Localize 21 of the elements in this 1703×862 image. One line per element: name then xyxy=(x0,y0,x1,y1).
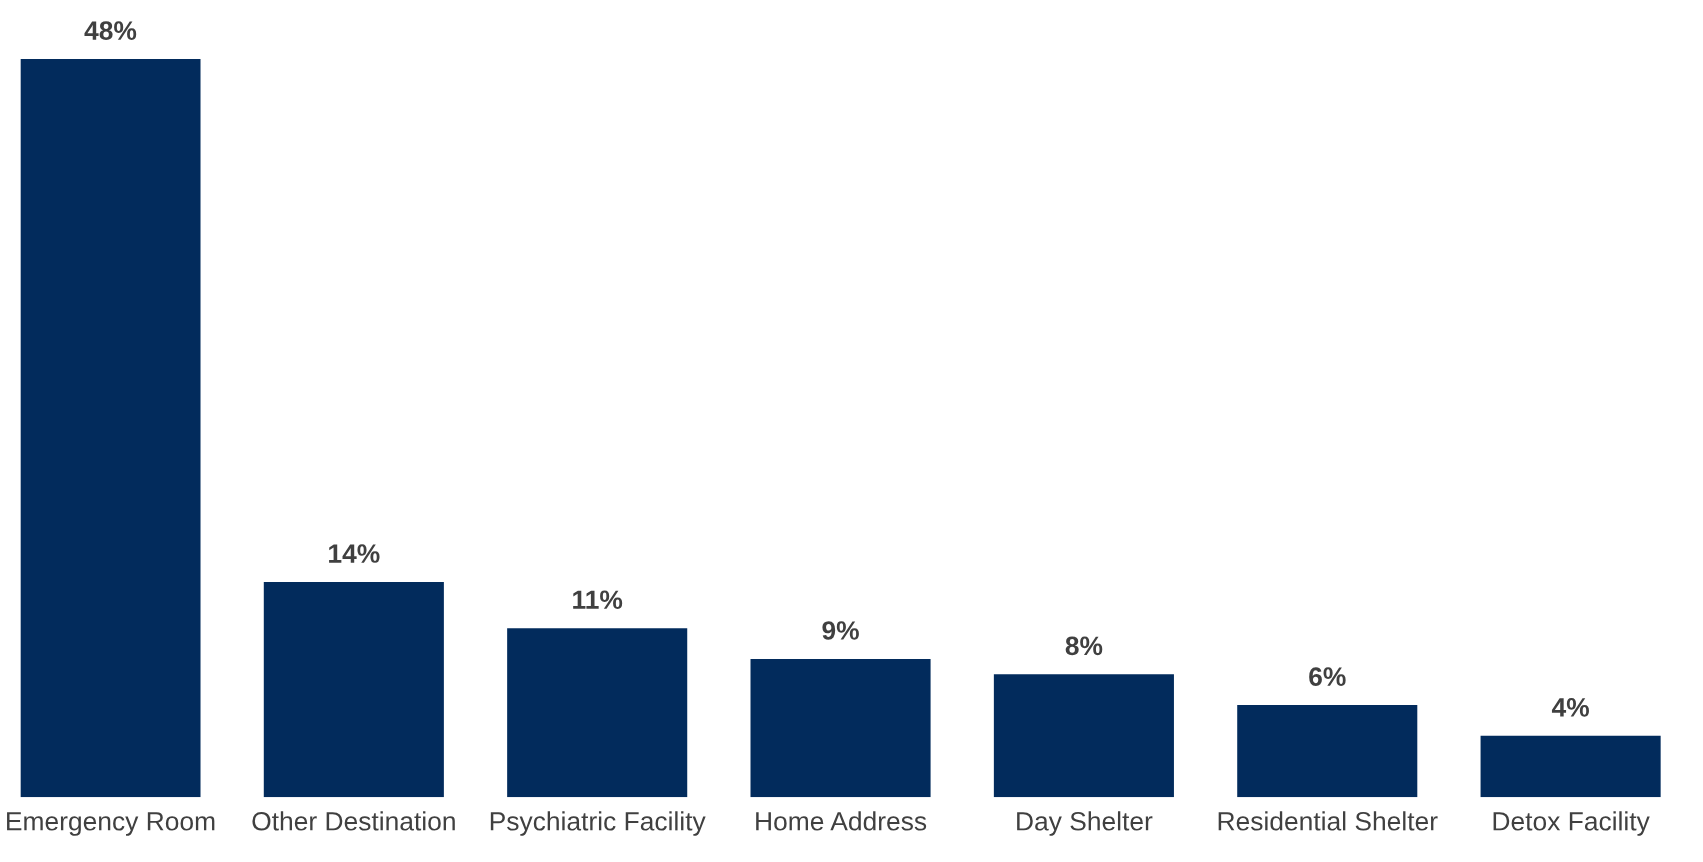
data-label: 48% xyxy=(84,21,137,40)
data-label: 11% xyxy=(573,590,623,610)
bar xyxy=(750,658,931,798)
x-tick-label: Other Destination xyxy=(252,811,455,831)
bar xyxy=(993,674,1174,798)
x-tick-label: Psychiatric Facility xyxy=(490,811,706,836)
data-label: 4% xyxy=(1551,698,1589,717)
x-tick-label: Day Shelter xyxy=(1017,811,1153,836)
bar xyxy=(20,59,201,798)
x-tick-label: Residential Shelter xyxy=(1218,811,1438,831)
bar xyxy=(507,628,688,798)
bar xyxy=(263,582,444,798)
data-label: 9% xyxy=(822,621,859,640)
x-tick-label: Detox Facility xyxy=(1493,811,1650,836)
x-tick-label: Emergency Room xyxy=(7,812,215,836)
bar xyxy=(1480,735,1661,798)
bar xyxy=(1237,705,1418,798)
x-tick-label: Home Address xyxy=(756,811,927,831)
data-label: 8% xyxy=(1065,636,1103,656)
data-label: 14% xyxy=(329,544,380,563)
data-label: 6% xyxy=(1309,667,1346,686)
